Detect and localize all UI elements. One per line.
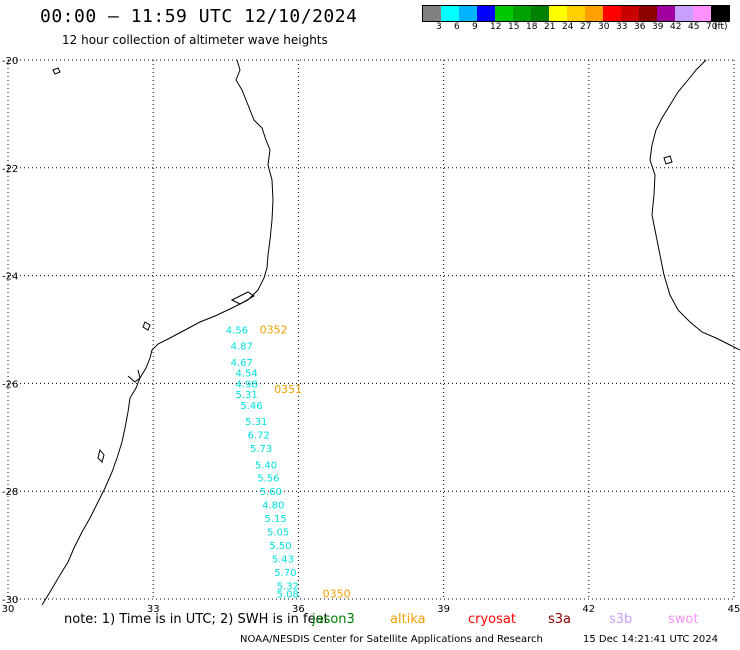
lake-1 [97,448,105,463]
satellite-s3b: s3b [609,612,633,627]
wave-height-value: 4.98 [235,379,257,390]
legend-swatch [549,6,567,21]
legend-label: 21 [544,22,556,32]
pass-label: 0350 [323,588,351,601]
wave-height-value: 5.08 [277,590,299,601]
map-grid: 30 33 36 39 42 45 -20 -22 -24 -26 -28 -30 [2,56,740,615]
lat-label: -22 [2,164,18,175]
pass-labels: 0352 0351 0350 [260,324,351,601]
legend-label: 33 [616,22,628,32]
lon-label: 45 [728,604,740,615]
legend-label: 30 [598,22,610,32]
wave-height-value: 5.15 [265,514,287,525]
wave-height-value: 4.54 [235,369,257,380]
legend-label: 70 [706,22,718,32]
satellite-swot: swot [668,612,699,627]
wave-height-value: 5.32 [277,582,299,593]
lon-label: 42 [582,604,595,615]
wave-height-labels: 4.564.874.674.544.985.315.465.316.725.73… [226,326,299,601]
legend-label: 6 [454,22,460,32]
satellite-cryosat: cryosat [468,612,516,627]
coastline-inlet [127,369,141,383]
island-small-2 [142,321,151,331]
wave-height-value: 5.43 [272,555,294,566]
footer-timestamp: 15 Dec 14:21:41 UTC 2024 [583,634,718,645]
legend-label: (ft) [714,22,728,32]
wave-height-value: 5.05 [267,528,289,539]
wave-height-value: 4.67 [231,358,253,369]
wave-height-value: 4.87 [231,342,253,353]
legend-swatch [495,6,513,21]
legend-swatch [603,6,621,21]
island-small-1 [52,67,61,75]
footer-credit: NOAA/NESDIS Center for Satellite Applica… [240,634,543,645]
map-title: 00:00 – 11:59 UTC 12/10/2024 [40,6,358,27]
legend-swatch [693,6,711,21]
legend-label: 24 [562,22,574,32]
legend-label: 3 [436,22,442,32]
footer-note: note: 1) Time is in UTC; 2) SWH is in fe… [64,612,329,627]
wave-height-value: 5.73 [250,444,272,455]
legend-label: 45 [688,22,700,32]
legend-swatch [423,6,441,21]
coastline [41,59,740,606]
legend-swatch [711,6,729,21]
legend-label: 9 [472,22,478,32]
wave-height-value: 5.31 [245,417,267,428]
coastline-africa [41,59,274,606]
map-subtitle: 12 hour collection of altimeter wave hei… [62,33,328,47]
wave-height-value: 5.70 [274,568,296,579]
legend-swatch [621,6,639,21]
satellite-altika: altika [390,612,426,627]
wave-height-value: 5.31 [235,390,257,401]
wave-height-value: 5.50 [269,541,291,552]
wave-height-value: 5.56 [257,474,279,485]
coastline-madagascar [649,59,740,351]
pass-label: 0351 [274,383,302,396]
coastline-lagoon [230,291,255,305]
lat-label: -26 [2,379,18,390]
legend-label: 39 [652,22,664,32]
legend-label: 42 [670,22,682,32]
satellite-s3a: s3a [548,612,572,627]
wave-height-value: 4.80 [262,501,284,512]
lon-label: 39 [437,604,450,615]
legend-swatch [585,6,603,21]
wave-height-value: 4.56 [226,326,248,337]
lat-label: -24 [2,272,18,283]
legend-label: 18 [526,22,538,32]
color-legend [422,5,730,22]
satellite-jason3: jason3 [312,612,355,627]
legend-label: 36 [634,22,646,32]
legend-swatch [675,6,693,21]
legend-swatch [567,6,585,21]
legend-label: 12 [490,22,502,32]
lon-label: 30 [2,604,15,615]
wave-height-value: 5.40 [255,460,277,471]
legend-label: 27 [580,22,592,32]
madagascar-lake [663,155,673,165]
wave-height-value: 5.46 [240,401,262,412]
legend-swatch [477,6,495,21]
lon-label: 33 [147,604,160,615]
legend-swatch [531,6,549,21]
legend-swatch [459,6,477,21]
wave-height-value: 5.60 [260,487,282,498]
legend-swatch [657,6,675,21]
legend-swatch [441,6,459,21]
legend-swatch [513,6,531,21]
legend-label: 15 [508,22,520,32]
lat-label: -20 [2,56,18,67]
lon-label: 36 [292,604,305,615]
lat-label: -28 [2,487,18,498]
legend-swatch [639,6,657,21]
pass-label: 0352 [260,324,288,337]
lat-label: -30 [2,595,18,606]
wave-height-value: 6.72 [248,431,270,442]
